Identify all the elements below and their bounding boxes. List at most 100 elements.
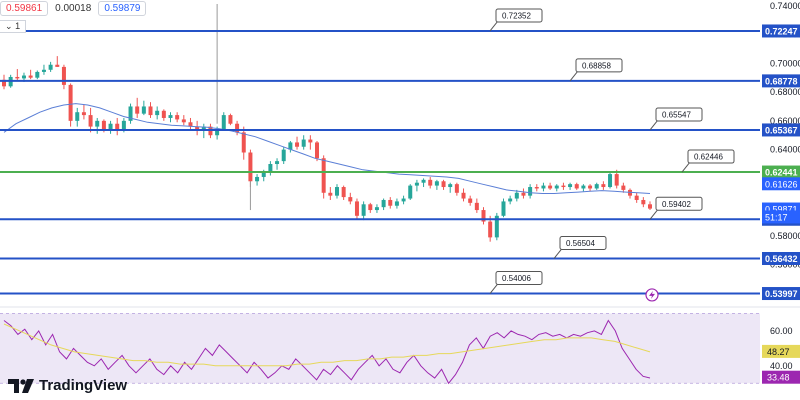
candle-body — [508, 198, 513, 202]
candle-body — [561, 185, 566, 188]
candle-body — [648, 204, 652, 209]
candle-body — [55, 64, 60, 67]
callout-leader — [649, 119, 659, 131]
candle-body — [201, 126, 206, 131]
price-axis-tick: 0.66000 — [770, 116, 800, 126]
callout-label: 0.59402 — [662, 200, 691, 209]
candle-body — [115, 123, 120, 131]
rsi-line — [3, 319, 651, 385]
candle-body — [215, 129, 220, 136]
sell-price-button[interactable]: 0.59861 — [0, 0, 49, 16]
candle-body — [328, 192, 333, 196]
candle-body — [614, 174, 619, 186]
candle-body — [348, 197, 353, 202]
candle-body — [295, 142, 300, 147]
level-price-tag: 0.72247 — [762, 24, 800, 38]
level-price-tag-label: 0.53997 — [765, 289, 798, 299]
rsi-ma-line — [3, 323, 651, 367]
level-price-tag-label: 0.56432 — [765, 254, 798, 264]
price-tag-label: 0.59871 — [765, 205, 798, 215]
candle-body — [634, 195, 639, 200]
candle-body — [428, 179, 433, 186]
candle-body — [301, 139, 306, 147]
candle-body — [21, 75, 26, 79]
candle-body — [601, 184, 606, 188]
callout-leader — [553, 248, 563, 259]
candle-body — [548, 185, 553, 189]
candle-body — [195, 126, 200, 131]
candle-body — [28, 75, 33, 78]
level-price-tag: 0.53997 — [762, 287, 800, 301]
price-tag-label: 0.61626 — [765, 179, 798, 189]
price-tag-bg — [762, 177, 800, 191]
candle-body — [368, 204, 373, 211]
callout-label: 0.72352 — [502, 11, 531, 20]
level-price-tag-bg — [762, 165, 800, 179]
callout-leader — [649, 208, 659, 220]
candle-body — [554, 185, 559, 189]
price-tag-label: 51:17 — [765, 212, 788, 222]
spread-value: 0.00018 — [55, 2, 92, 14]
candle-body — [81, 112, 86, 116]
candle-body — [75, 112, 80, 121]
candle-body — [255, 176, 260, 182]
candle-body — [641, 199, 646, 205]
candle-body — [241, 132, 246, 153]
level-price-tag-bg — [762, 123, 800, 137]
candle-body — [181, 119, 186, 123]
level-price-tag-bg — [762, 287, 800, 301]
candle-body — [235, 123, 240, 133]
candle-body — [15, 76, 20, 79]
level-price-tag: 0.68778 — [762, 74, 800, 88]
candle-body — [281, 149, 286, 162]
candle-body — [481, 210, 486, 222]
candle-body — [401, 198, 406, 202]
candle-body — [41, 69, 46, 72]
price-axis-tick: 0.64000 — [770, 145, 800, 155]
candle-body — [155, 110, 160, 116]
level-price-tag-label: 0.68778 — [765, 76, 798, 86]
candle-body — [315, 142, 320, 159]
candle-body — [461, 192, 466, 199]
candle-body — [474, 202, 479, 211]
candle-body — [541, 185, 546, 189]
callout-label: 0.68858 — [582, 61, 611, 70]
lot-size-value: 1 — [15, 21, 21, 31]
candle-body — [581, 185, 586, 189]
callout-label: 0.65547 — [662, 110, 691, 119]
candle-body — [128, 106, 133, 121]
candle-body — [228, 115, 233, 124]
candle-body — [168, 115, 173, 118]
candle-body — [48, 64, 53, 70]
candle-body — [448, 184, 453, 188]
candle-body — [521, 192, 526, 196]
candle-body — [374, 207, 379, 211]
lot-size-dropdown[interactable]: ⌄ 1 — [0, 20, 27, 33]
candle-body — [141, 106, 146, 114]
candle-body — [568, 184, 573, 188]
rsi-band — [0, 313, 760, 384]
candle-body — [588, 185, 593, 189]
candle-body — [221, 115, 226, 130]
candle-body — [261, 172, 266, 177]
level-price-tag-label: 0.72247 — [765, 26, 798, 36]
candle-body — [308, 139, 313, 143]
candle-body — [494, 215, 499, 238]
candle-body — [175, 115, 180, 120]
candle-body — [275, 161, 280, 165]
candle-body — [161, 110, 166, 118]
callout-label: 0.54006 — [502, 274, 531, 283]
candle-body — [388, 199, 393, 206]
candle-body — [454, 184, 459, 193]
price-axis-tick: 0.70000 — [770, 58, 800, 68]
candle-body — [88, 115, 93, 127]
candle-body — [528, 187, 533, 196]
candle-body — [354, 201, 359, 216]
level-price-tag-label: 0.62441 — [765, 168, 798, 178]
candle-body — [381, 199, 386, 208]
rsi-axis-tick: 60.00 — [770, 326, 793, 336]
level-price-tag-bg — [762, 24, 800, 38]
buy-price-button[interactable]: 0.59879 — [98, 0, 147, 16]
level-price-tag-label: 0.65367 — [765, 125, 798, 135]
